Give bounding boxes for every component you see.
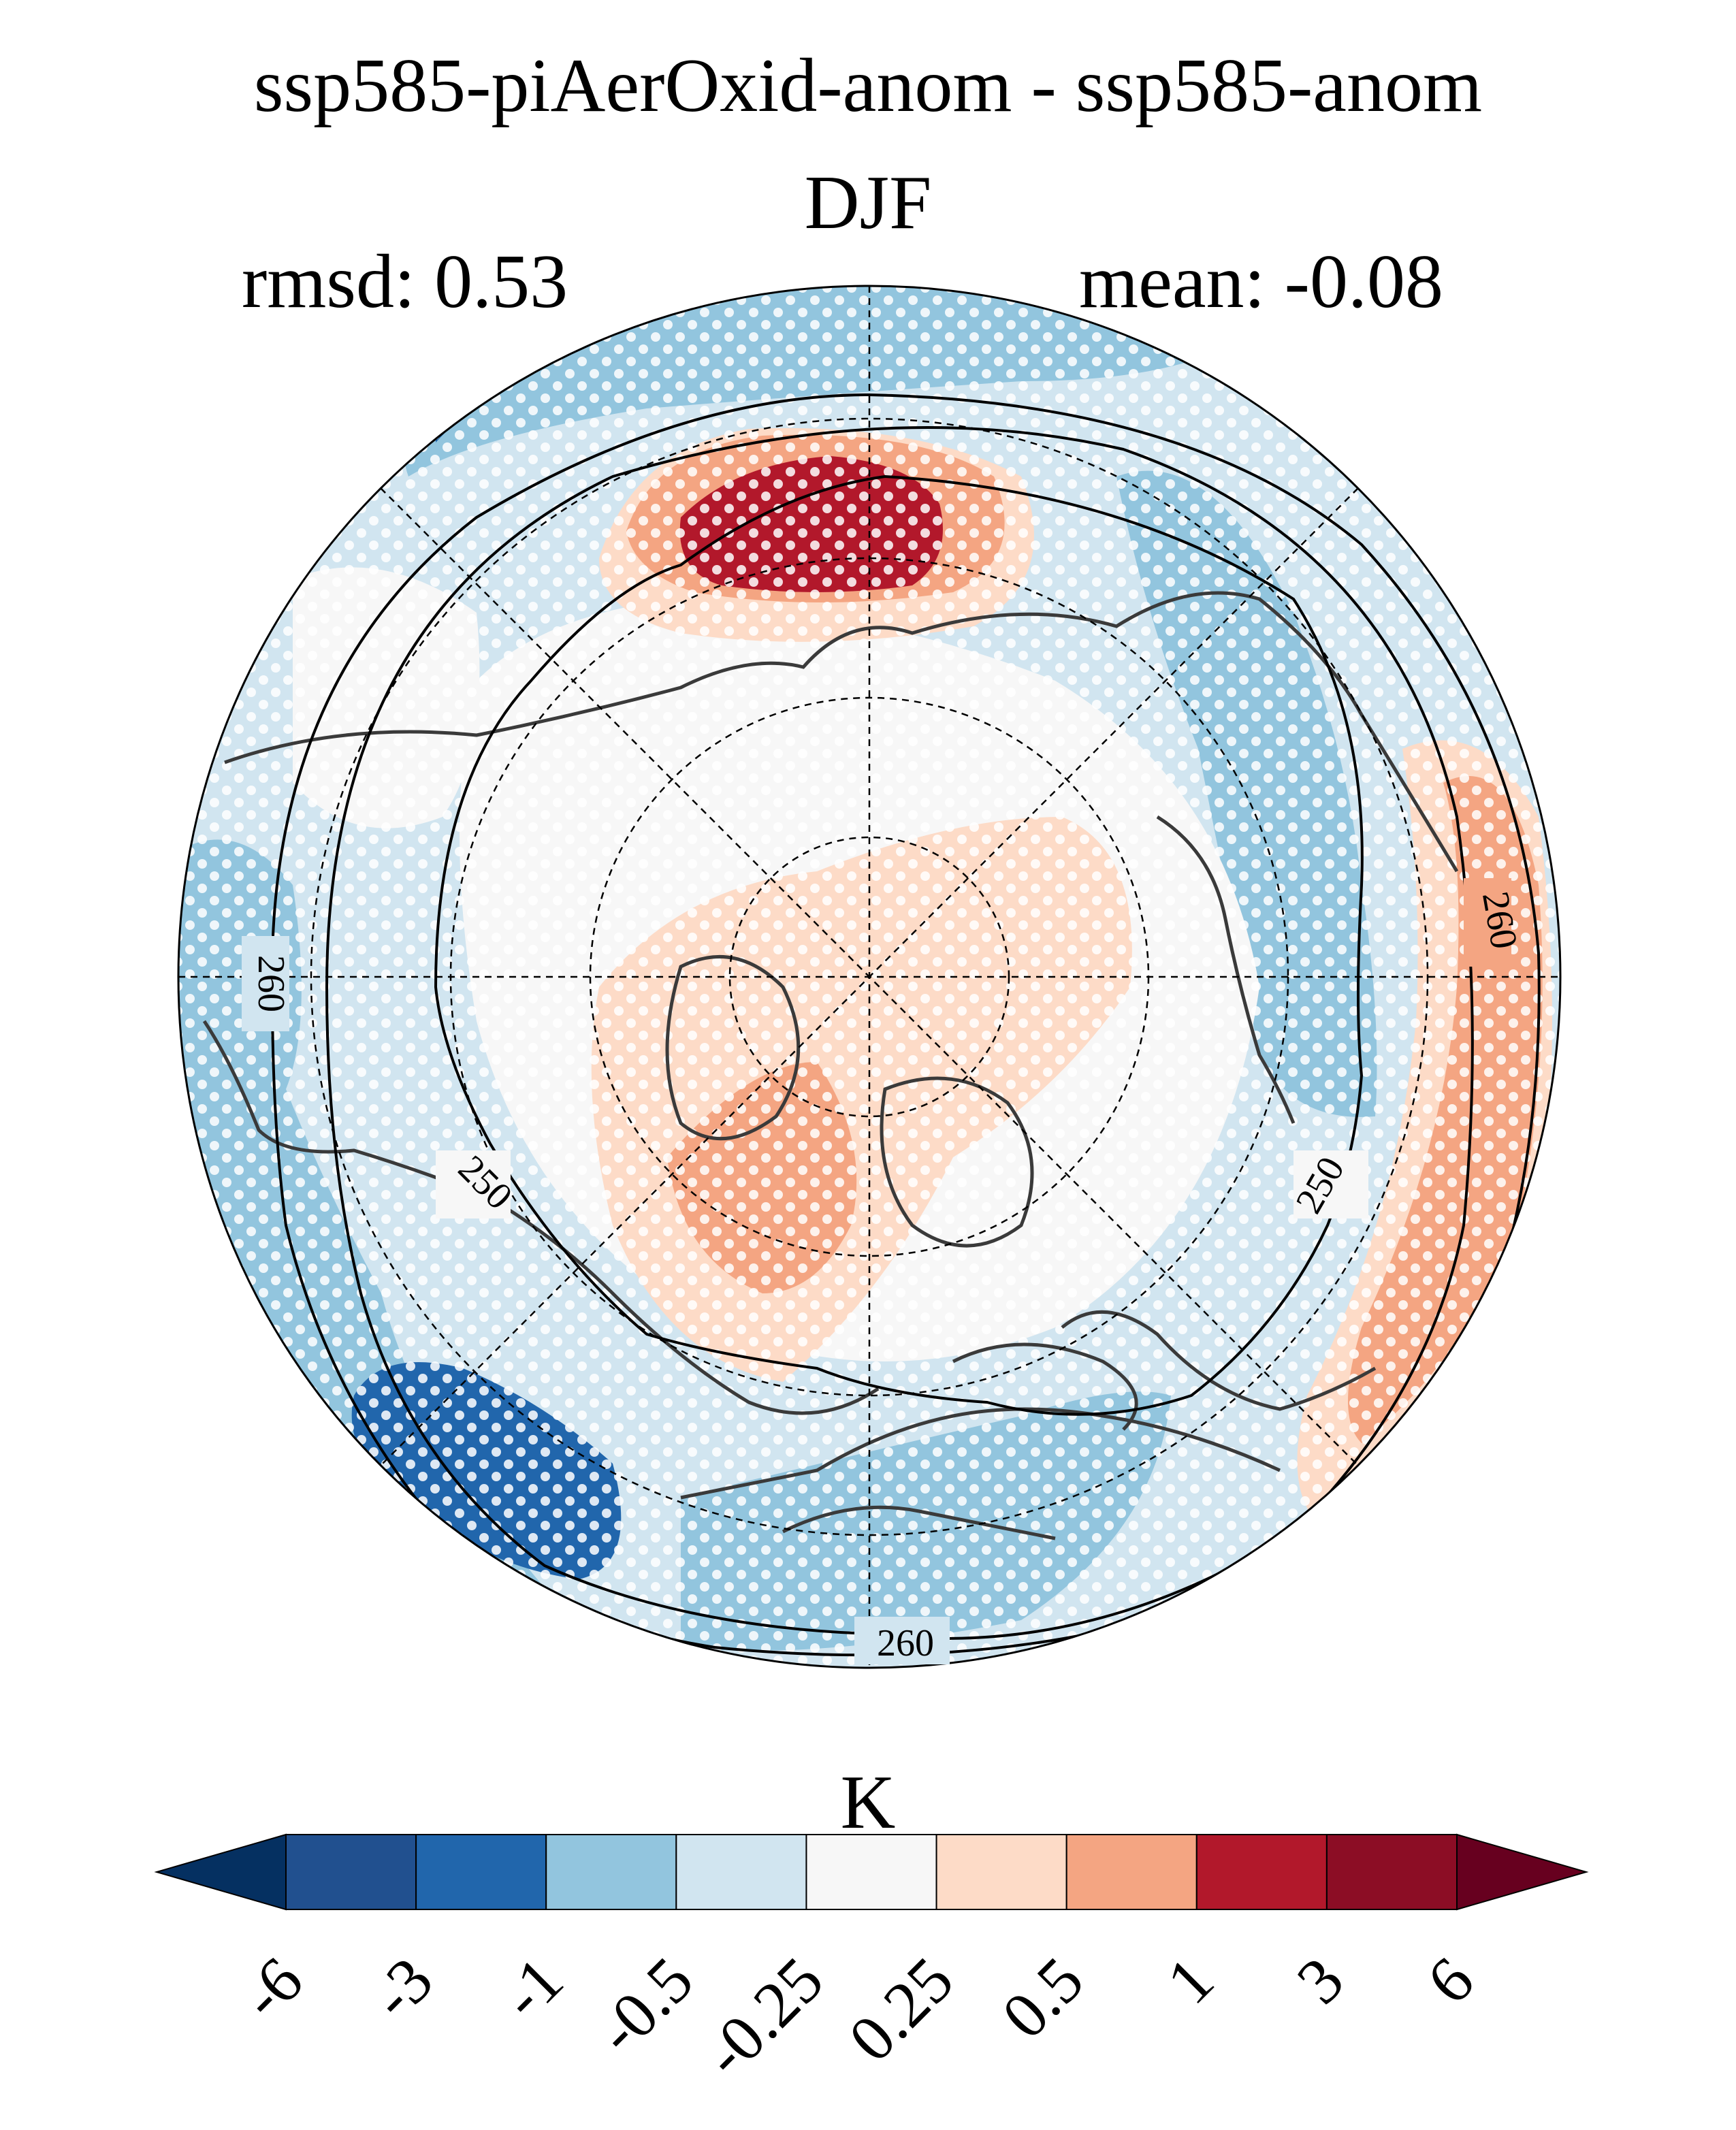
colorbar-swatch xyxy=(285,1834,417,1910)
graticule xyxy=(178,286,1560,1668)
colorbar-tick-labels: -6 -3 -1 -0.5-0.250.25 0.5 1 3 6 xyxy=(227,1943,1488,2091)
colorbar-tick-label: 0.25 xyxy=(835,1943,967,2075)
contour-labels: 260 260 260 250 250 xyxy=(242,878,1526,1664)
colorbar-swatch xyxy=(935,1834,1067,1910)
season-label: DJF xyxy=(804,161,932,245)
colorbar-tick-label: 1 xyxy=(1153,1943,1227,2018)
map-boundary xyxy=(177,285,1562,1669)
coastlines xyxy=(202,591,1459,1540)
colorbar-swatches xyxy=(154,1833,1589,1911)
colorbar-tick-label: -0.5 xyxy=(582,1943,707,2067)
colorbar-swatch xyxy=(675,1834,807,1910)
colorbar-unit: K xyxy=(840,1760,896,1845)
colorbar-tick-label: -3 xyxy=(357,1943,447,2033)
colorbar-swatch xyxy=(805,1834,937,1910)
colorbar-swatch xyxy=(1065,1834,1197,1910)
colorbar-tick-label: -0.25 xyxy=(689,1943,837,2091)
colorbar-swatch xyxy=(1195,1834,1328,1910)
colorbar-tick-label: 6 xyxy=(1413,1943,1488,2018)
colorbar-swatch xyxy=(545,1834,677,1910)
colorbar-tick-label: -1 xyxy=(487,1943,577,2033)
colorbar-tick-label: -6 xyxy=(227,1943,317,2033)
polar-map: 260 260 260 250 250 xyxy=(177,285,1562,1669)
colorbar-swatch xyxy=(415,1834,547,1910)
colorbar-extend-low xyxy=(154,1833,287,1911)
mean-stat: mean: -0.08 xyxy=(1079,240,1443,324)
contour-250 xyxy=(434,474,1364,1416)
colorbar-tick-label: 3 xyxy=(1283,1943,1357,2018)
rmsd-stat: rmsd: 0.53 xyxy=(242,240,568,324)
contour-label-260-left: 260 xyxy=(250,955,292,1012)
contour-label-260-bottom: 260 xyxy=(877,1622,934,1664)
colorbar-swatch xyxy=(1325,1834,1458,1910)
contour-260-inner xyxy=(325,426,1474,1640)
map-title: ssp585-piAerOxid-anom - ssp585-anom xyxy=(253,44,1483,128)
contour-label-260-right: 260 xyxy=(1474,888,1526,952)
colorbar-extend-high xyxy=(1456,1833,1589,1911)
colorbar-tick-label: 0.5 xyxy=(988,1943,1097,2052)
